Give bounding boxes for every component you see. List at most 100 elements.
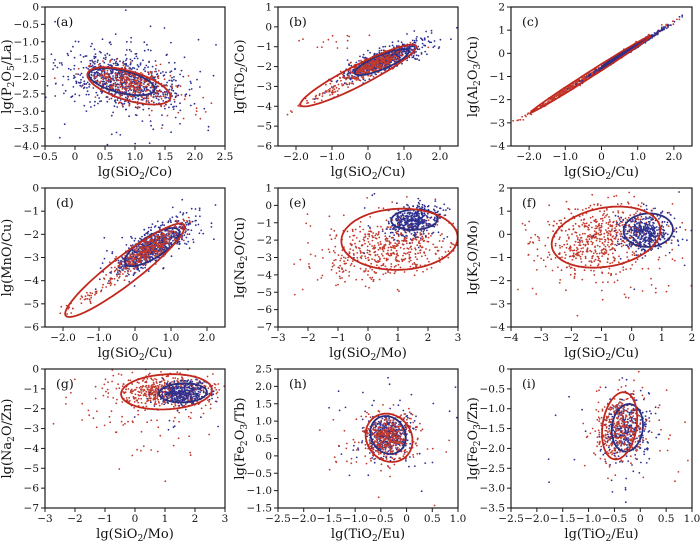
panel-h: −2.5 −2.0 −1.5 −1.0 −0.5 0 0.5 1.0 2.5 2.0 1.5 1.0 0… [233, 362, 466, 544]
panel-f-ylabel: lg(K2O/Mo) [466, 220, 483, 294]
svg-text:−4: −4 [257, 101, 273, 113]
panel-a-ylabel: lg(P2O5/La) [0, 39, 17, 113]
svg-text:−3: −3 [257, 81, 272, 93]
panel-i: −2.5 −2.0 −1.5 −1.0 −0.5 0 0.5 1.0 0 −0.5 −1.0 −1.5… [466, 362, 700, 544]
svg-text:−1: −1 [24, 206, 39, 218]
panel-e-plot: −3 −2 −1 0 1 2 310−1−2−3−4−5−6−7lg(SiO2/Mo)lg(… [233, 183, 461, 363]
svg-text:−1: −1 [257, 41, 272, 53]
svg-text:−6: −6 [257, 141, 273, 153]
svg-text:0: 0 [498, 48, 505, 60]
panel-i-ellipses [601, 391, 644, 461]
svg-text:−5: −5 [24, 298, 39, 310]
panel-f-letter: (f) [522, 195, 536, 210]
panel-b-letter: (b) [289, 14, 307, 29]
panel-a: −0.5 0 0.5 1.0 1.5 2.0 2.5 0 −0.5 −1.0 −1.5 −2.0 −2.… [0, 0, 233, 182]
svg-text:1.0: 1.0 [163, 332, 180, 344]
svg-text:−2.0: −2.0 [283, 151, 309, 163]
panel-i-letter: (i) [522, 376, 536, 391]
panel-h-ellipses [364, 412, 414, 463]
svg-text:2.5: 2.5 [217, 151, 233, 163]
svg-text:2.0: 2.0 [666, 151, 683, 163]
panel-i-xlabel: lg(TiO2/Eu) [564, 527, 638, 544]
svg-text:−2.5: −2.5 [14, 88, 40, 100]
panel-g-ellipses [120, 373, 213, 411]
panel-g: −3 −2 −1 0 1 2 3 0 −1 −2 −3 −4 −5 −6 −7 lg(SiO2/Mo) lg(N… [0, 362, 233, 544]
panel-a-xlabel: lg(SiO2/Co) [98, 165, 172, 181]
svg-text:−1.0: −1.0 [319, 151, 345, 163]
panel-b-xlabel: lg(SiO2/Cu) [331, 165, 406, 181]
svg-text:−1.0: −1.0 [14, 36, 40, 48]
panel-b: −2.0 −1.0 0 1.0 2.0 1 0 −1 −2 −3 −4 −5 −6 lg(SiO2/Cu)… [233, 0, 466, 181]
svg-text:−1.0: −1.0 [553, 151, 579, 163]
svg-text:−2: −2 [490, 94, 505, 106]
svg-text:0: 0 [598, 151, 605, 163]
svg-text:2.0: 2.0 [199, 332, 216, 344]
panel-f: −4 −3 −2 −1 0 1 2 2 1 0 −1 −2 −3 −4 lg(SiO2/Cu) lg(K2O/… [466, 181, 700, 363]
svg-text:0.5: 0.5 [97, 151, 114, 163]
svg-text:−5: −5 [257, 121, 272, 133]
panel-e-xlabel: lg(SiO2/Mo) [329, 346, 407, 362]
svg-text:0: 0 [32, 183, 39, 195]
panel-g-ylabel: lg(Na2O/Zn) [0, 399, 17, 479]
svg-text:−2.0: −2.0 [516, 151, 542, 163]
svg-text:0: 0 [365, 151, 372, 163]
panel-g-letter: (g) [56, 376, 74, 391]
svg-text:0: 0 [72, 151, 79, 163]
svg-text:−3: −3 [24, 252, 39, 264]
svg-text:1: 1 [498, 25, 505, 37]
svg-text:0: 0 [32, 2, 39, 14]
panel-a-ellipses [86, 66, 172, 106]
panel-h-plot: −2.5 −2.0 −1.5 −1.0 −0.5 0 0.5 1.02.52.01.51.00… [233, 364, 466, 544]
panel-d-plot: −2.0 −1.0 0 1.0 2.0 0 −1 −2 −3 −4 −5 −6 lg(SiO2/Cu) l… [0, 183, 226, 362]
panel-c-plot: −2.0 −1.0 0 1.0 2.0 2 1 0 −1 −2 −3 −4 lg(SiO2/Cu) lg(… [466, 2, 693, 181]
panel-c-letter: (c) [522, 14, 539, 29]
svg-text:−4: −4 [490, 141, 506, 153]
panel-f-ellipses [550, 205, 674, 269]
panel-a-letter: (a) [56, 14, 73, 29]
panel-c-ellipses [530, 34, 654, 114]
panel-d-xlabel: lg(SiO2/Cu) [98, 346, 173, 362]
svg-text:1.0: 1.0 [629, 151, 646, 163]
svg-text:1.5: 1.5 [157, 151, 174, 163]
svg-text:1.0: 1.0 [127, 151, 144, 163]
svg-text:−1.5: −1.5 [14, 54, 40, 66]
panel-d-ylabel: lg(MnO/Cu) [0, 219, 15, 297]
panel-h-letter: (h) [289, 376, 307, 391]
panel-e-ellipses [340, 207, 458, 271]
panel-h-ylabel: lg(Fe2O3/Tb) [233, 397, 250, 479]
svg-text:−1.0: −1.0 [86, 332, 112, 344]
panel-f-plot: −4 −3 −2 −1 0 1 2210−1−2−3−4lg(SiO2/Cu)lg(K2O/… [466, 183, 695, 363]
panel-b-plot: −2.0 −1.0 0 1.0 2.0 1 0 −1 −2 −3 −4 −5 −6 lg(SiO2/Cu)… [233, 2, 459, 181]
panel-c-xlabel: lg(SiO2/Cu) [564, 165, 639, 181]
panel-b-ellipses [299, 43, 418, 108]
svg-text:−2.0: −2.0 [14, 71, 40, 83]
panel-i-ylabel: lg(Fe2O3/Zn) [466, 397, 483, 480]
svg-text:2.0: 2.0 [187, 151, 204, 163]
panel-c-points [512, 14, 684, 122]
svg-text:−4: −4 [24, 275, 40, 287]
panel-h-points [318, 376, 458, 507]
svg-text:−6: −6 [24, 322, 40, 334]
svg-text:1: 1 [265, 2, 272, 14]
panel-i-plot: −2.5 −2.0 −1.5 −1.0 −0.5 0 0.5 1.00−0.5−1.0−1.5… [466, 364, 700, 544]
panel-f-xlabel: lg(SiO2/Cu) [564, 346, 639, 362]
svg-text:−4.0: −4.0 [14, 141, 40, 153]
svg-text:0: 0 [265, 21, 272, 33]
svg-text:−2.0: −2.0 [50, 332, 76, 344]
panel-a-plot: −0.5 0 0.5 1.0 1.5 2.0 2.5 0 −0.5 −1.0 −1.5 −2.0 −2.… [0, 2, 233, 182]
svg-text:1.0: 1.0 [396, 151, 413, 163]
panel-c-ylabel: lg(Al2O3/Cu) [466, 36, 483, 117]
svg-text:2.0: 2.0 [432, 151, 449, 163]
svg-text:−0.5: −0.5 [32, 151, 58, 163]
panel-g-xlabel: lg(SiO2/Mo) [96, 527, 174, 544]
svg-text:−3.5: −3.5 [14, 123, 40, 135]
svg-text:2: 2 [498, 2, 505, 14]
panel-d-ellipses [64, 222, 186, 318]
panel-h-xlabel: lg(TiO2/Eu) [331, 527, 405, 544]
svg-text:−2: −2 [257, 61, 272, 73]
svg-text:−1: −1 [490, 71, 505, 83]
svg-text:−2: −2 [24, 229, 39, 241]
panel-d-points [59, 198, 217, 315]
panel-e-ylabel: lg(Na2O/Cu) [233, 217, 250, 298]
